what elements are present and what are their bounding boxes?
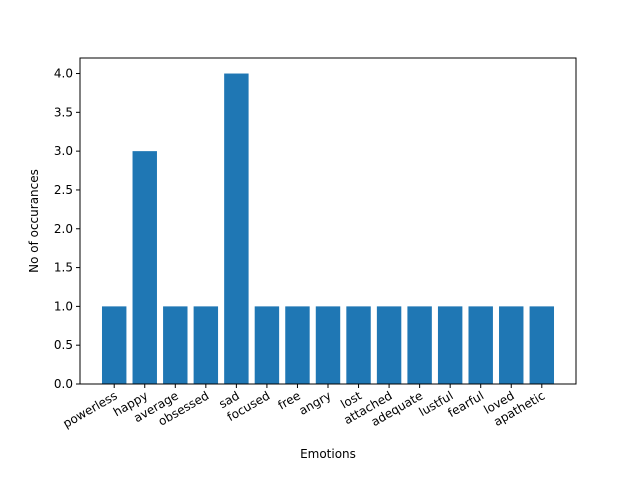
bar-average (163, 306, 188, 384)
y-tick-label: 4.0 (54, 67, 73, 81)
y-tick-label: 0.5 (54, 338, 73, 352)
bar-fearful (468, 306, 493, 384)
x-axis-title: Emotions (300, 447, 356, 461)
bar-attached (376, 306, 402, 384)
bar-sad (224, 73, 249, 385)
x-tick-label-fearful: fearful (445, 388, 486, 420)
bar-lost (346, 306, 371, 384)
y-tick-label: 3.5 (54, 105, 73, 119)
bar-adequate (407, 306, 432, 384)
y-axis: 0.0 0.5 1.0 1.5 2.0 2.5 3.0 3.5 4.0 (54, 67, 80, 391)
bars-group (101, 73, 555, 385)
y-tick-label: 2.0 (54, 222, 73, 236)
x-tick-label-powerless: powerless (60, 388, 119, 430)
bar-powerless (101, 306, 127, 384)
bar-focused (254, 306, 280, 384)
bar-obsessed (193, 306, 219, 384)
bar-apathetic (529, 306, 555, 384)
y-tick-label: 2.5 (54, 183, 73, 197)
y-tick-label: 0.0 (54, 377, 73, 391)
y-tick-label: 1.0 (54, 299, 73, 313)
bar-free (285, 306, 310, 384)
bar-happy (132, 151, 157, 384)
bar-angry (315, 306, 341, 384)
y-axis-title: No of occurances (27, 169, 41, 273)
x-tick-label-angry: angry (297, 388, 334, 417)
bar-lustful (437, 306, 463, 384)
y-tick-label: 3.0 (54, 144, 73, 158)
bar-loved (499, 306, 524, 384)
y-tick-label: 1.5 (54, 261, 73, 275)
